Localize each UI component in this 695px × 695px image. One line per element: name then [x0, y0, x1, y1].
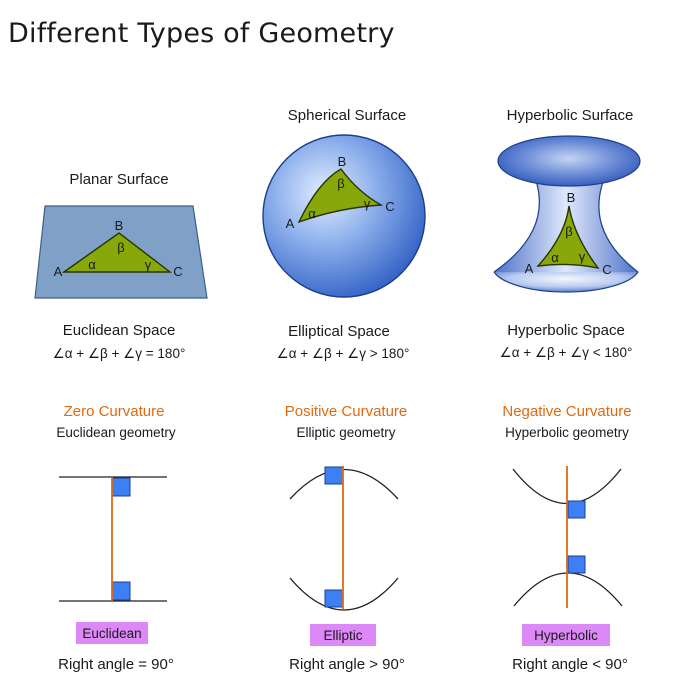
surface-title: Spherical Surface — [288, 107, 406, 124]
spherical-triangle — [297, 168, 384, 224]
geometry-label: Euclidean geometry — [56, 425, 176, 440]
angle-beta: β — [565, 224, 572, 239]
vertex-c: C — [173, 264, 182, 279]
elliptic-badge — [310, 624, 376, 646]
surface-title: Hyperbolic Surface — [507, 107, 634, 124]
vertex-a: A — [525, 261, 534, 276]
sphere-surface — [262, 134, 426, 298]
vertex-b: B — [115, 218, 124, 233]
vertex-b: B — [567, 190, 576, 205]
angle-gamma: γ — [579, 249, 586, 264]
angle-sum-formula: ∠α + ∠β + ∠γ = 180° — [53, 346, 186, 361]
badge-label: Euclidean — [82, 626, 141, 641]
right-angle-marker-bottom — [111, 581, 131, 601]
page-title: Different Types of Geometry — [8, 18, 395, 49]
top-arc — [289, 468, 399, 500]
right-angle-rule: Right angle = 90° — [58, 656, 174, 673]
right-angle-marker-bottom — [567, 555, 586, 574]
hyperbolic-column: Hyperbolic Surface B A C β α γ Hyperboli… — [493, 107, 641, 673]
geometry-label: Hyperbolic geometry — [505, 425, 629, 440]
right-angle-marker-top — [567, 500, 586, 519]
right-angle-marker-bottom — [324, 589, 344, 608]
badge-label: Elliptic — [323, 628, 362, 643]
angle-gamma: γ — [145, 257, 152, 272]
angle-beta: β — [337, 176, 344, 191]
euclidean-badge — [76, 622, 148, 644]
right-angle-marker-top — [324, 466, 344, 485]
badge-label: Hyperbolic — [534, 628, 598, 643]
angle-alpha: α — [551, 250, 559, 265]
geometry-label: Elliptic geometry — [296, 425, 395, 440]
planar-triangle — [61, 232, 173, 273]
right-angle-marker-top — [111, 477, 131, 497]
vertex-a: A — [286, 216, 295, 231]
angle-sum-formula: ∠α + ∠β + ∠γ > 180° — [277, 346, 410, 361]
curvature-label: Positive Curvature — [285, 403, 408, 420]
planar-column: Planar Surface B A C β α γ Euclidean Spa… — [34, 171, 208, 673]
right-angle-rule: Right angle > 90° — [289, 656, 405, 673]
right-angle-rule: Right angle < 90° — [512, 656, 628, 673]
hyperboloid-top-rim — [497, 135, 641, 187]
hyperbolic-badge — [522, 624, 610, 646]
vertex-c: C — [385, 199, 394, 214]
vertex-c: C — [602, 262, 611, 277]
bottom-arc — [513, 572, 623, 607]
vertex-a: A — [54, 264, 63, 279]
space-label: Elliptical Space — [288, 323, 390, 340]
vertex-b: B — [338, 154, 347, 169]
curvature-label: Zero Curvature — [64, 403, 165, 420]
angle-sum-formula: ∠α + ∠β + ∠γ < 180° — [500, 345, 633, 360]
curvature-label: Negative Curvature — [502, 403, 631, 420]
hyperbolic-triangle — [536, 205, 600, 270]
angle-beta: β — [117, 240, 124, 255]
angle-alpha: α — [88, 257, 96, 272]
bottom-arc — [289, 577, 399, 611]
space-label: Hyperbolic Space — [507, 322, 625, 339]
spherical-column: Spherical Surface B A C β α γ Elliptical… — [262, 107, 426, 673]
surface-title: Planar Surface — [69, 171, 168, 188]
hyperboloid-bottom-rim — [493, 271, 639, 293]
angle-alpha: α — [308, 206, 316, 221]
space-label: Euclidean Space — [63, 322, 176, 339]
angle-gamma: γ — [364, 196, 371, 211]
